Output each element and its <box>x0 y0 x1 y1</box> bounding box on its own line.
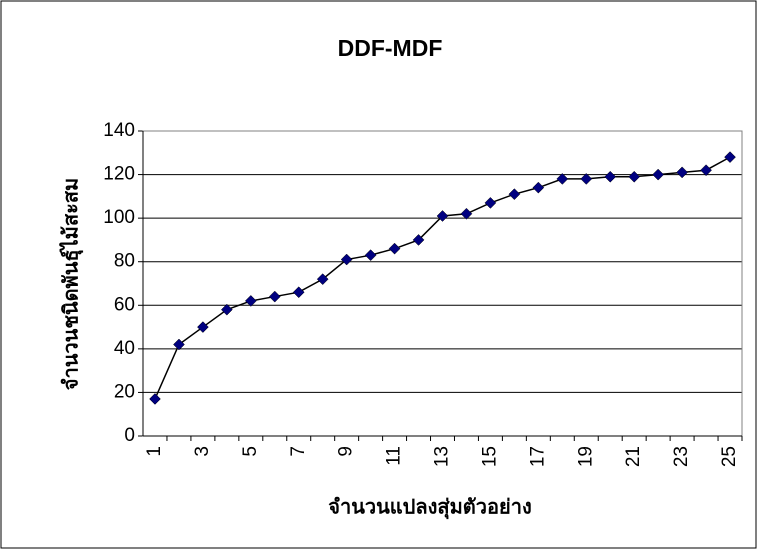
x-tick-label: 13 <box>432 446 453 467</box>
x-tick-label: 3 <box>192 446 213 457</box>
y-tick-label: 20 <box>114 381 135 402</box>
x-tick-label: 5 <box>240 446 261 457</box>
y-tick-label: 0 <box>124 425 135 446</box>
x-tick-label: 7 <box>288 446 309 457</box>
x-tick-label: 11 <box>384 446 405 466</box>
y-tick-label: 80 <box>114 251 135 272</box>
x-tick-label: 15 <box>479 446 500 467</box>
x-tick-label: 19 <box>575 446 596 467</box>
x-tick-label: 23 <box>671 446 692 467</box>
y-tick-label: 120 <box>103 164 135 185</box>
x-axis-label: จำนวนแปลงสุ่มตัวอย่าง <box>328 496 531 519</box>
page: DDF-MDF จำนวนแปลงสุ่มตัวอย่าง จำนวนชนิดพ… <box>0 0 757 549</box>
chart-title: DDF-MDF <box>338 35 443 61</box>
x-tick-label: 21 <box>623 446 644 467</box>
x-tick-label: 1 <box>144 446 165 457</box>
x-tick-label: 17 <box>527 446 548 467</box>
y-tick-label: 60 <box>114 294 135 315</box>
x-tick-label: 25 <box>719 446 740 467</box>
chart: DDF-MDF จำนวนแปลงสุ่มตัวอย่าง จำนวนชนิดพ… <box>0 0 757 549</box>
y-tick-label: 140 <box>103 120 135 141</box>
y-tick-label: 100 <box>103 207 135 228</box>
y-axis-label: จำนวนชนิดพันธุ์ไม้สะสม <box>58 178 83 390</box>
y-tick-label: 40 <box>114 338 135 359</box>
x-tick-label: 9 <box>336 446 357 457</box>
